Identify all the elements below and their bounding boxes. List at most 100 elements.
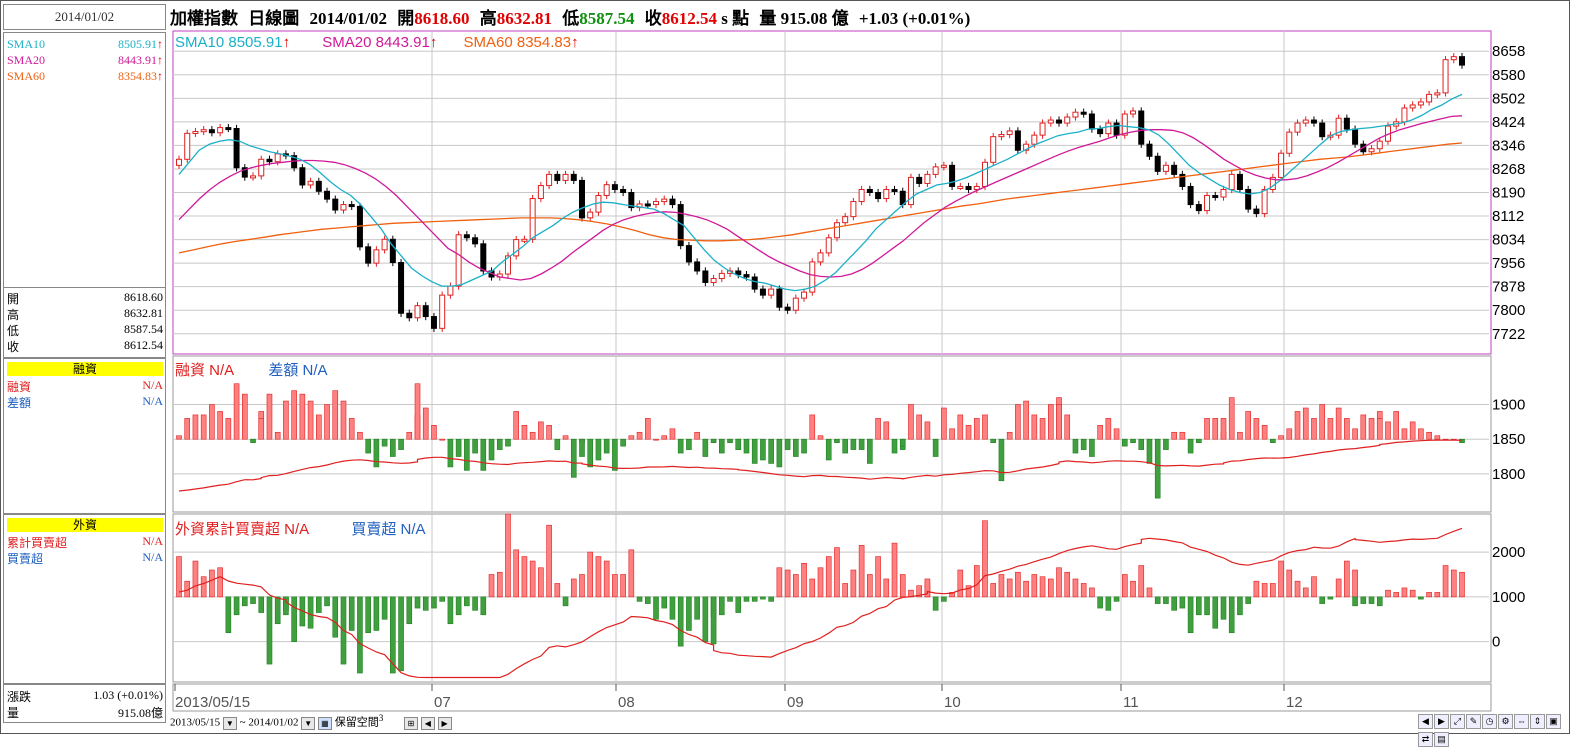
candle [562,173,569,181]
margin-diff-bar [842,438,848,454]
foreign-net-bar [554,583,561,598]
candle [1072,111,1079,118]
foreign-net-bar [200,576,207,598]
print-icon[interactable]: ▤ [1434,732,1449,748]
header-low-value: 8587.54 [579,9,635,28]
volume-row: 量 915.08億 [7,704,163,721]
foreign-net-bar [1072,578,1079,598]
margin-diff-bar [225,418,232,440]
foreign-net-bar [834,547,840,598]
candle [1171,164,1178,175]
swap-icon[interactable]: ⇄ [1418,732,1433,748]
foreign-net-label: 買賣超 [7,552,44,566]
foreign-net-bar [825,556,832,598]
candle [365,246,372,264]
fit-icon[interactable]: ▣ [1546,714,1561,730]
x-axis-band [172,683,1492,712]
draw-icon[interactable]: ✎ [1466,714,1481,730]
candle [784,306,791,311]
candle [1368,148,1375,153]
foreign-net-bar [751,596,758,602]
sma60-label: SMA60 [7,69,46,83]
calendar-icon[interactable]: ▦ [317,716,332,730]
margin-diff-bar [1459,438,1465,443]
margin-diff-bar [579,438,585,457]
margin-diff-bar [932,438,939,457]
start-date-dropdown-icon[interactable]: ▼ [222,716,237,730]
margin-diff-bar [661,435,668,440]
low-value: 8587.54 [124,322,163,336]
y-tick-label: 1800 [1492,466,1525,483]
end-date-field[interactable]: 2014/01/02 [248,716,299,729]
candle [463,234,470,239]
shrink-icon[interactable]: ⇔ [1514,714,1529,730]
scroll-left-icon[interactable]: ◀ [420,716,435,730]
candle [554,173,561,181]
settings-icon[interactable]: ⚙ [1498,714,1513,730]
close-label: 收 [7,340,20,354]
candle [439,294,446,329]
candle [965,185,972,190]
margin-diff-bar [1434,435,1441,440]
right-toolbar: ◀ ▶ ⤢ ✎ ◷ ⚙ ⇔ ⇕ ▣ ⇄ ▤ [1418,713,1570,748]
x-start-label: 2013/05/15 [175,694,250,711]
grid-toggle-icon[interactable]: ⊞ [404,716,419,730]
zoom-icon[interactable]: ⤢ [1450,714,1465,730]
foreign-info-box: 外資 累計買賣超 N/A 買賣超 N/A [3,514,166,684]
foreign-net-bar [1459,571,1465,598]
candle [398,262,405,314]
candle [414,305,421,319]
candle [702,270,709,283]
margin-diff-bar [406,431,413,440]
margin-diff-bar [587,438,594,468]
start-date-field[interactable]: 2013/05/15 [170,716,221,729]
pan-right-icon[interactable]: ▶ [1434,714,1449,730]
foreign-net-bar [1130,580,1136,598]
end-date-dropdown-icon[interactable]: ▼ [301,716,316,730]
foreign-net-bar [250,596,256,604]
margin-diff-bar [825,438,832,461]
margin-balance-line [178,439,1463,492]
candle [513,239,520,257]
candle [801,291,808,299]
candle [348,204,355,208]
margin-diff-bar [283,400,289,440]
margin-diff-bar [209,404,215,440]
margin-diff-bar [1154,438,1161,499]
margin-diff-bar [1319,404,1325,440]
foreign-net-bar [505,513,511,598]
margin-diff-bar [233,383,240,440]
margin-title: 融資 [7,362,163,376]
scroll-right-icon[interactable]: ▶ [437,716,452,730]
margin-diff-bar [990,438,997,443]
candle [587,211,594,219]
period-label: 日線圖 [248,9,300,28]
foreign-net-bar [603,560,610,598]
close-row: 收 8612.54 [7,338,163,355]
foreign-net-bar [316,596,322,613]
high-value: 8632.81 [124,306,163,320]
foreign-net-bar [998,574,1005,598]
margin-diff-bar [1253,418,1260,440]
candle [1204,195,1211,212]
sma10-label: SMA10 [7,37,46,51]
candle [1146,143,1153,157]
candle [1278,152,1285,178]
expand-icon[interactable]: ⇕ [1530,714,1545,730]
margin-diff-bar [727,438,733,443]
foreign-net-bar [283,596,289,616]
legend-sma10-arrow-icon: ↑ [282,34,291,51]
pan-left-icon[interactable]: ◀ [1418,714,1433,730]
candle [521,238,528,242]
clock-icon[interactable]: ◷ [1482,714,1497,730]
foreign-net-bar [702,596,709,642]
foreign-net-bar [595,556,602,598]
foreign-net-bar [570,578,577,598]
candle [233,128,240,169]
sma60-row: SMA60 8354.83↑ [7,69,163,84]
foreign-net-bar [653,596,659,620]
candle [735,270,742,276]
sma10-row: SMA10 8505.91↑ [7,37,163,52]
candle [1162,164,1169,172]
margin-diff-bar [464,438,470,471]
